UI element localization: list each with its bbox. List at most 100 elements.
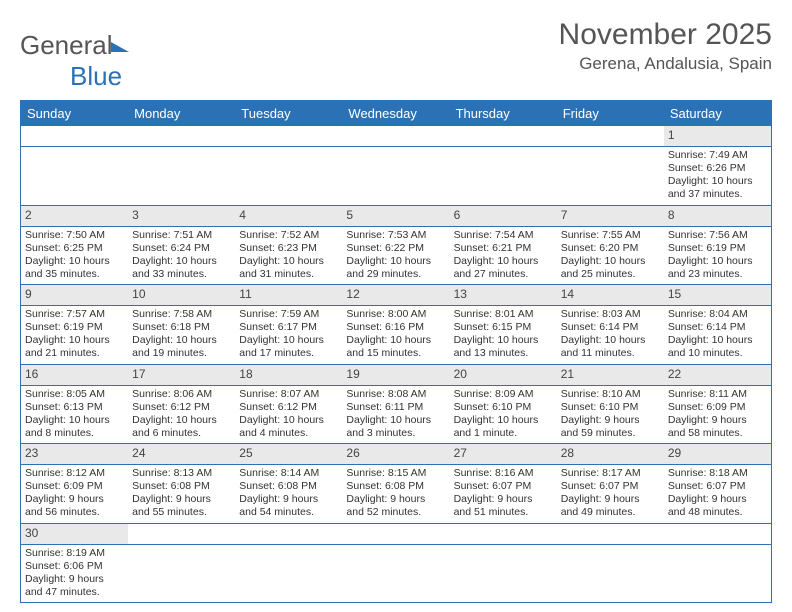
day-header-row: SundayMondayTuesdayWednesdayThursdayFrid…: [21, 101, 771, 126]
daylight-text: Daylight: 9 hours and 49 minutes.: [561, 493, 660, 519]
day-cell: Sunrise: 7:53 AMSunset: 6:22 PMDaylight:…: [342, 227, 449, 285]
sunset-text: Sunset: 6:10 PM: [561, 401, 660, 414]
sunset-text: Sunset: 6:11 PM: [346, 401, 445, 414]
day-cell: [664, 545, 771, 603]
daylight-text: Daylight: 10 hours and 13 minutes.: [454, 334, 553, 360]
day-number: 22: [664, 365, 771, 385]
sunset-text: Sunset: 6:17 PM: [239, 321, 338, 334]
day-cell: Sunrise: 7:51 AMSunset: 6:24 PMDaylight:…: [128, 227, 235, 285]
sunset-text: Sunset: 6:09 PM: [25, 480, 124, 493]
day-cell: Sunrise: 8:08 AMSunset: 6:11 PMDaylight:…: [342, 386, 449, 444]
day-cell: Sunrise: 8:05 AMSunset: 6:13 PMDaylight:…: [21, 386, 128, 444]
daylight-text: Daylight: 10 hours and 3 minutes.: [346, 414, 445, 440]
sunrise-text: Sunrise: 7:55 AM: [561, 229, 660, 242]
daylight-text: Daylight: 9 hours and 48 minutes.: [668, 493, 767, 519]
daylight-text: Daylight: 9 hours and 51 minutes.: [454, 493, 553, 519]
sunrise-text: Sunrise: 8:04 AM: [668, 308, 767, 321]
day-cell: Sunrise: 8:18 AMSunset: 6:07 PMDaylight:…: [664, 465, 771, 523]
day-cell: [557, 147, 664, 205]
sunset-text: Sunset: 6:18 PM: [132, 321, 231, 334]
sunrise-text: Sunrise: 7:57 AM: [25, 308, 124, 321]
sunrise-text: Sunrise: 8:11 AM: [668, 388, 767, 401]
day-header: Monday: [128, 101, 235, 126]
day-number: [21, 126, 128, 146]
daylight-text: Daylight: 10 hours and 29 minutes.: [346, 255, 445, 281]
day-cell: Sunrise: 8:15 AMSunset: 6:08 PMDaylight:…: [342, 465, 449, 523]
info-row: Sunrise: 8:19 AMSunset: 6:06 PMDaylight:…: [21, 545, 771, 603]
day-cell: [557, 545, 664, 603]
logo: General Blue: [20, 18, 129, 92]
day-number: 3: [128, 206, 235, 226]
day-cell: [342, 147, 449, 205]
daylight-text: Daylight: 9 hours and 52 minutes.: [346, 493, 445, 519]
sunset-text: Sunset: 6:07 PM: [561, 480, 660, 493]
daynum-row: 16171819202122: [21, 365, 771, 386]
sunrise-text: Sunrise: 8:18 AM: [668, 467, 767, 480]
day-number: 19: [342, 365, 449, 385]
logo-text-1: General: [20, 30, 113, 60]
sunrise-text: Sunrise: 8:13 AM: [132, 467, 231, 480]
sunrise-text: Sunrise: 8:15 AM: [346, 467, 445, 480]
day-header: Tuesday: [235, 101, 342, 126]
day-header: Thursday: [450, 101, 557, 126]
sunrise-text: Sunrise: 7:59 AM: [239, 308, 338, 321]
day-number: 12: [342, 285, 449, 305]
day-cell: Sunrise: 7:52 AMSunset: 6:23 PMDaylight:…: [235, 227, 342, 285]
sunrise-text: Sunrise: 8:16 AM: [454, 467, 553, 480]
day-number: 4: [235, 206, 342, 226]
day-cell: Sunrise: 8:04 AMSunset: 6:14 PMDaylight:…: [664, 306, 771, 364]
daylight-text: Daylight: 9 hours and 55 minutes.: [132, 493, 231, 519]
day-number: 8: [664, 206, 771, 226]
sunset-text: Sunset: 6:08 PM: [132, 480, 231, 493]
daylight-text: Daylight: 10 hours and 35 minutes.: [25, 255, 124, 281]
day-cell: [235, 147, 342, 205]
day-cell: Sunrise: 8:06 AMSunset: 6:12 PMDaylight:…: [128, 386, 235, 444]
day-number: 10: [128, 285, 235, 305]
day-number: [342, 126, 449, 146]
daynum-row: 30: [21, 524, 771, 545]
sunset-text: Sunset: 6:10 PM: [454, 401, 553, 414]
sunrise-text: Sunrise: 8:00 AM: [346, 308, 445, 321]
sunrise-text: Sunrise: 8:05 AM: [25, 388, 124, 401]
sunrise-text: Sunrise: 7:50 AM: [25, 229, 124, 242]
day-cell: [450, 147, 557, 205]
sunset-text: Sunset: 6:26 PM: [668, 162, 767, 175]
sunset-text: Sunset: 6:25 PM: [25, 242, 124, 255]
daylight-text: Daylight: 10 hours and 19 minutes.: [132, 334, 231, 360]
day-number: [450, 126, 557, 146]
day-header: Saturday: [664, 101, 771, 126]
sunrise-text: Sunrise: 8:14 AM: [239, 467, 338, 480]
sunrise-text: Sunrise: 8:12 AM: [25, 467, 124, 480]
sunrise-text: Sunrise: 8:01 AM: [454, 308, 553, 321]
sunrise-text: Sunrise: 8:09 AM: [454, 388, 553, 401]
day-cell: Sunrise: 8:17 AMSunset: 6:07 PMDaylight:…: [557, 465, 664, 523]
daylight-text: Daylight: 10 hours and 8 minutes.: [25, 414, 124, 440]
daynum-row: 1: [21, 126, 771, 147]
sunset-text: Sunset: 6:12 PM: [132, 401, 231, 414]
day-number: 21: [557, 365, 664, 385]
daynum-row: 9101112131415: [21, 285, 771, 306]
location-text: Gerena, Andalusia, Spain: [559, 54, 772, 74]
daylight-text: Daylight: 10 hours and 17 minutes.: [239, 334, 338, 360]
day-cell: Sunrise: 8:13 AMSunset: 6:08 PMDaylight:…: [128, 465, 235, 523]
sunrise-text: Sunrise: 8:07 AM: [239, 388, 338, 401]
day-cell: [128, 147, 235, 205]
info-row: Sunrise: 7:49 AMSunset: 6:26 PMDaylight:…: [21, 147, 771, 206]
day-number: 30: [21, 524, 128, 544]
sunset-text: Sunset: 6:13 PM: [25, 401, 124, 414]
day-cell: Sunrise: 7:59 AMSunset: 6:17 PMDaylight:…: [235, 306, 342, 364]
daylight-text: Daylight: 10 hours and 21 minutes.: [25, 334, 124, 360]
sunset-text: Sunset: 6:08 PM: [346, 480, 445, 493]
sunset-text: Sunset: 6:14 PM: [668, 321, 767, 334]
sunset-text: Sunset: 6:15 PM: [454, 321, 553, 334]
day-number: [128, 126, 235, 146]
day-number: 1: [664, 126, 771, 146]
day-number: 26: [342, 444, 449, 464]
sunrise-text: Sunrise: 8:06 AM: [132, 388, 231, 401]
day-number: 18: [235, 365, 342, 385]
daylight-text: Daylight: 10 hours and 10 minutes.: [668, 334, 767, 360]
sunset-text: Sunset: 6:08 PM: [239, 480, 338, 493]
day-cell: [235, 545, 342, 603]
day-cell: Sunrise: 7:56 AMSunset: 6:19 PMDaylight:…: [664, 227, 771, 285]
day-cell: Sunrise: 8:10 AMSunset: 6:10 PMDaylight:…: [557, 386, 664, 444]
